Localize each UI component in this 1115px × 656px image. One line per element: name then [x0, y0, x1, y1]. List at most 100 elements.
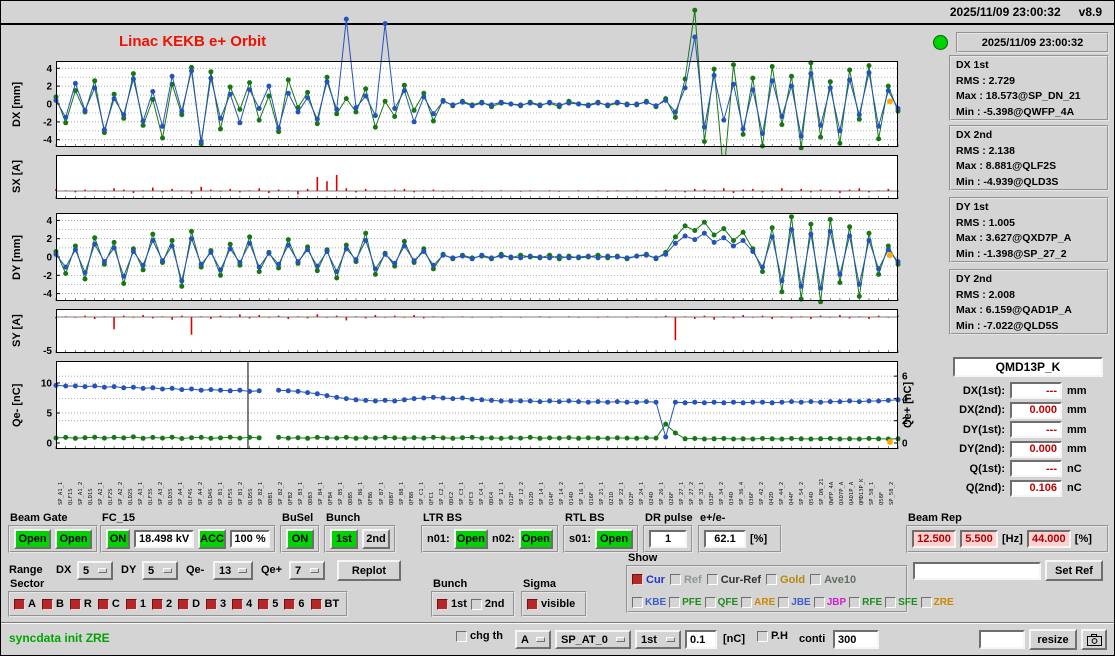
sector-checkbox-a[interactable]: A: [14, 598, 36, 610]
show-kbe-checkbox[interactable]: KBE: [632, 597, 666, 608]
range-dx-select[interactable]: 5: [77, 561, 113, 580]
sector-checkbox-1[interactable]: 1: [125, 598, 146, 610]
sector-checkbox-6[interactable]: 6: [284, 598, 305, 610]
aux-input[interactable]: [979, 630, 1025, 649]
frame-label: Bunch: [326, 512, 361, 524]
sector-checkbox-5[interactable]: 5: [258, 598, 278, 610]
device-label: QDB3: [308, 491, 315, 505]
show-rfe-checkbox[interactable]: RFE: [849, 597, 882, 608]
busel-on-button[interactable]: ON: [286, 529, 314, 549]
fc15-percent-value: 100 %: [230, 530, 270, 548]
svg-text:0: 0: [46, 439, 52, 450]
device-label: SP_C4_1: [478, 481, 485, 505]
frame-label: Show: [628, 552, 658, 564]
show-ref-checkbox[interactable]: Ref: [669, 574, 702, 586]
device-label: QLD2S: [128, 488, 135, 505]
bunch-1st-checkbox[interactable]: 1st: [437, 598, 467, 610]
device-label: SP_B2_2: [278, 481, 285, 505]
show-sfe-checkbox[interactable]: SFE: [885, 597, 918, 608]
ltr-n01-open-button[interactable]: Open: [453, 529, 488, 549]
monitor-unit: nC: [1067, 482, 1082, 495]
sigma-visible-checkbox[interactable]: visible: [527, 598, 575, 610]
device-label: QFB8: [408, 491, 415, 505]
bunch-2nd-button[interactable]: 2nd: [362, 529, 390, 549]
monitor-label: DY(2nd):: [959, 443, 1005, 456]
sx-steering-plot[interactable]: [55, 155, 899, 199]
fc15-on-button[interactable]: ON: [106, 529, 130, 549]
replot-button[interactable]: Replot: [337, 560, 401, 581]
checkbox-label: D: [192, 598, 201, 610]
screenshot-button[interactable]: [1081, 629, 1107, 650]
dx-orbit-plot[interactable]: 4 2 0 -2 -4: [43, 7, 901, 178]
device-label: QLD3S: [168, 488, 175, 505]
sector-checkbox-d[interactable]: D: [178, 598, 200, 610]
ltr-bs-frame: LTR BS n01: Open n02: Open: [421, 512, 559, 553]
dy-axis-title: DY [mm]: [11, 234, 23, 280]
bunch-2nd-checkbox[interactable]: 2nd: [470, 598, 504, 610]
checkbox-indicator: [632, 597, 643, 608]
threshold-input[interactable]: 0.1: [685, 630, 717, 649]
range-qe-plus-select[interactable]: 7: [289, 561, 325, 580]
show-qfe-checkbox[interactable]: QFE: [704, 597, 738, 608]
resize-button[interactable]: resize: [1029, 629, 1077, 650]
sy-steering-plot[interactable]: -5: [43, 309, 899, 357]
sector-checkbox-3[interactable]: 3: [206, 598, 226, 610]
show-are-checkbox[interactable]: ARE: [741, 597, 775, 608]
ph-checkbox[interactable]: P.H: [757, 630, 788, 642]
show-gold-checkbox[interactable]: Gold: [766, 574, 805, 586]
show-ave10-checkbox[interactable]: Ave10: [810, 574, 856, 586]
chg-th-checkbox[interactable]: chg th: [456, 630, 503, 642]
range-qe-minus-select[interactable]: 13: [213, 561, 253, 580]
device-label: SP_A1_2: [78, 481, 85, 505]
checkbox-indicator: [125, 598, 137, 610]
interval-input[interactable]: 300: [833, 630, 879, 649]
device-label: QLF2S: [108, 488, 115, 505]
dr-pulse-value[interactable]: 1: [649, 530, 687, 548]
mode-select[interactable]: A: [515, 630, 551, 649]
rtl-s01-open-button[interactable]: Open: [595, 529, 633, 549]
beam-gate-open-button-1[interactable]: Open: [14, 529, 51, 549]
charge-plot[interactable]: 10 5 0 6 4 2 0: [41, 361, 908, 450]
checkbox-label: 5: [272, 598, 279, 610]
beam-gate-open-button-2[interactable]: Open: [55, 529, 92, 549]
ref-name-input[interactable]: [913, 562, 1041, 580]
show-pfe-checkbox[interactable]: PFE: [669, 597, 702, 608]
show-zre-checkbox[interactable]: ZRE: [920, 597, 954, 608]
checkbox-label: chg th: [470, 630, 503, 642]
sector-checkbox-c[interactable]: C: [97, 598, 120, 610]
range-dy-select[interactable]: 5: [142, 561, 178, 580]
bunch-1st-button[interactable]: 1st: [330, 529, 358, 549]
checkbox-indicator: [813, 597, 825, 608]
show-cur-checkbox[interactable]: Cur: [632, 574, 665, 586]
sector-checkbox-bt[interactable]: BT: [310, 598, 339, 610]
sector-checkbox-r[interactable]: R: [69, 598, 92, 610]
device-select[interactable]: SP_AT_0: [555, 630, 631, 649]
show-cur-ref-checkbox[interactable]: Cur-Ref: [706, 574, 761, 586]
sector-checkbox-4[interactable]: 4: [232, 598, 252, 610]
device-label: QDC2: [448, 491, 455, 505]
device-label: SP_A2_2: [118, 481, 125, 505]
device-label: QFB2: [288, 491, 295, 505]
monitor-row: DX(1st): --- mm: [949, 381, 1111, 401]
option-indicator: [616, 637, 625, 642]
monitor-label: DX(1st):: [962, 384, 1005, 397]
titlebar-version: v8.9: [1078, 5, 1102, 19]
bunch-select[interactable]: 1st: [635, 630, 681, 649]
ltr-n02-open-button[interactable]: Open: [518, 529, 553, 549]
fc15-acc-button[interactable]: ACC: [198, 529, 226, 549]
bunch-value: 1st: [641, 633, 657, 646]
checkbox-indicator: [14, 598, 25, 610]
dy-orbit-plot[interactable]: 4 2 0 -2 -4: [43, 213, 901, 305]
sector-checkbox-b[interactable]: B: [41, 598, 64, 610]
option-indicator: [238, 568, 247, 573]
sector-checkbox-2[interactable]: 2: [151, 598, 173, 610]
device-label: QAD1P_A: [849, 481, 856, 505]
set-ref-button[interactable]: Set Ref: [1045, 560, 1103, 581]
device-label: SP_B1_2: [238, 481, 245, 505]
svg-text:5: 5: [46, 409, 52, 420]
checkbox-label: 2: [165, 598, 173, 610]
device-label: QLD1S: [88, 488, 95, 505]
show-jbp-checkbox[interactable]: JBP: [813, 597, 846, 608]
selected-device-box[interactable]: QMD13P_K: [953, 357, 1103, 377]
show-jbe-checkbox[interactable]: JBE: [778, 597, 811, 608]
